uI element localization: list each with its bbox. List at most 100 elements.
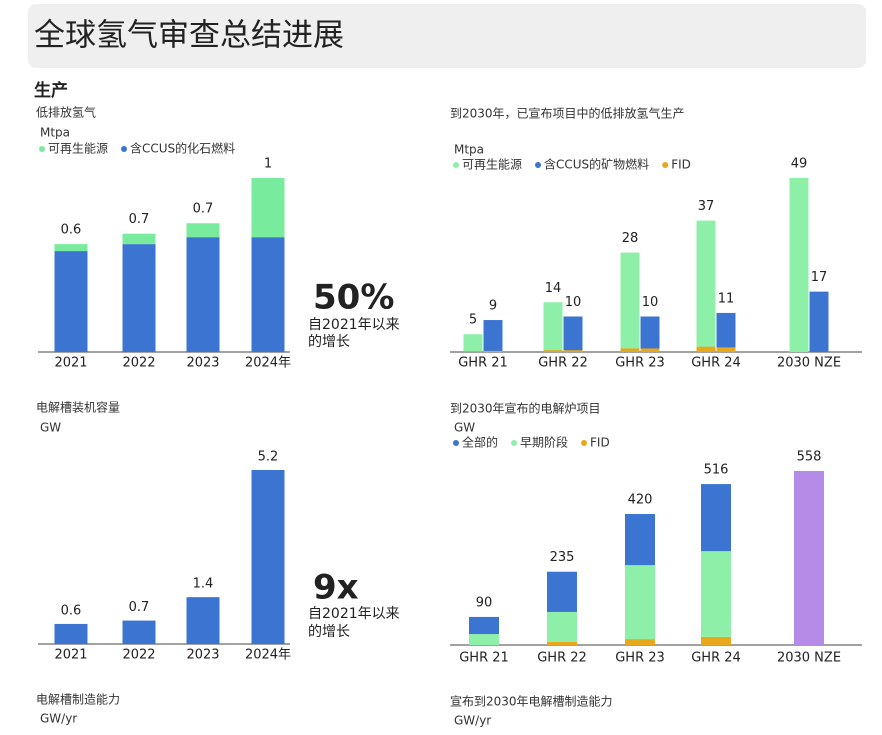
bar-segment (122, 244, 156, 352)
total-label: 235 (550, 550, 575, 565)
bar-segment (625, 514, 655, 566)
x-tick-label: GHR 23 (615, 356, 665, 371)
bar-segment (547, 571, 577, 612)
fid-bar (483, 350, 503, 352)
legend-label: 早期阶段 (520, 435, 568, 450)
fid-bar (543, 350, 563, 352)
legend-label: 含CCUS的矿物燃料 (544, 157, 649, 172)
unit-label: GW/yr (40, 712, 77, 726)
unit-label: GW (40, 421, 61, 435)
total-label: 516 (704, 463, 729, 478)
unit-label: GW (454, 421, 475, 435)
x-tick-label: GHR 23 (615, 651, 665, 666)
bar-segment (469, 616, 499, 635)
bar-segment (701, 484, 731, 552)
x-tick-label: 2030 NZE (777, 651, 841, 666)
unit-label: GW/yr (454, 714, 491, 728)
fid-bar (563, 350, 583, 352)
bar (620, 252, 640, 352)
legend-label: 可再生能源 (462, 158, 522, 172)
bar-segment (54, 244, 88, 252)
section-chart-title: 电解槽制造能力 (36, 693, 120, 707)
value-label: 5 (469, 313, 477, 328)
x-tick-label: GHR 24 (691, 651, 741, 666)
bar-segment (469, 634, 499, 645)
value-label: 11 (718, 291, 735, 306)
annotation-text: 自2021年以来 (308, 606, 400, 622)
fid-bar (620, 348, 640, 352)
unit-label: Mtpa (40, 126, 70, 140)
bar-segment (251, 237, 285, 352)
fid-bar (463, 350, 483, 352)
bar-segment (547, 611, 577, 642)
bar (640, 316, 660, 352)
x-tick-label: 2023 (186, 648, 219, 663)
bar-segment (251, 178, 285, 238)
bar (789, 178, 809, 352)
fid-bar (716, 347, 736, 352)
bar-segment (186, 237, 220, 352)
bar-segment (794, 471, 824, 645)
legend-label: 可再生能源 (48, 142, 108, 156)
bar (186, 597, 220, 644)
bar (54, 623, 88, 644)
bar-segment (122, 233, 156, 245)
chart-title: 低排放氢气 (36, 105, 96, 120)
total-label: 0.6 (61, 223, 82, 238)
bar (696, 220, 716, 352)
chart-title: 电解槽装机容量 (36, 400, 120, 415)
value-label: 37 (698, 199, 715, 214)
section-chart-title: 宣布到2030年电解槽制造能力 (450, 694, 613, 709)
chart-title: 到2030年宣布的电解炉项目 (450, 401, 601, 416)
bar (809, 291, 829, 352)
bar (483, 320, 503, 352)
annotation-text: 的增长 (308, 624, 350, 640)
x-tick-label: GHR 24 (691, 356, 741, 371)
total-label: 1 (264, 157, 272, 172)
bar (716, 312, 736, 352)
annotation-value: 9x (313, 568, 359, 608)
page-title: 全球氢气审查总结进展 (34, 18, 344, 54)
legend-marker (121, 146, 128, 152)
total-label: 90 (476, 595, 493, 610)
value-label: 28 (622, 231, 639, 246)
x-tick-label: 2024年 (245, 648, 291, 663)
bar (463, 334, 483, 352)
total-label: 558 (797, 450, 822, 465)
x-tick-label: 2021 (54, 648, 87, 663)
x-tick-label: 2024年 (245, 356, 291, 371)
legend-label: FID (671, 158, 691, 172)
value-label: 9 (489, 299, 497, 314)
fid-bar (640, 348, 660, 352)
total-label: 420 (628, 493, 653, 508)
bar-segment (54, 251, 88, 352)
chart-title: 到2030年，已宣布项目中的低排放氢气生产 (450, 106, 685, 121)
bar (251, 470, 285, 644)
value-label: 10 (565, 295, 582, 310)
x-tick-label: 2022 (122, 648, 155, 663)
legend-marker (453, 440, 459, 446)
legend-marker (39, 146, 45, 152)
legend-label: 全部的 (462, 435, 498, 450)
x-tick-label: GHR 21 (459, 651, 509, 666)
x-tick-label: 2022 (122, 356, 155, 371)
value-label: 0.7 (129, 600, 150, 615)
bar-segment (701, 636, 731, 645)
total-label: 0.7 (193, 202, 214, 217)
x-tick-label: GHR 21 (458, 356, 508, 371)
x-tick-label: GHR 22 (538, 356, 588, 371)
value-label: 1.4 (193, 577, 214, 592)
annotation-text: 自2021年以来 (308, 317, 400, 333)
annotation-text: 的增长 (308, 334, 350, 350)
legend-label: FID (590, 436, 610, 450)
bar (563, 316, 583, 352)
x-tick-label: 2030 NZE (777, 356, 841, 371)
bar-segment (186, 223, 220, 238)
value-label: 14 (545, 281, 562, 296)
bar (543, 302, 563, 352)
x-tick-label: 2023 (186, 356, 219, 371)
legend-marker (662, 162, 669, 168)
bar-segment (547, 641, 577, 645)
unit-label: Mtpa (454, 143, 484, 157)
